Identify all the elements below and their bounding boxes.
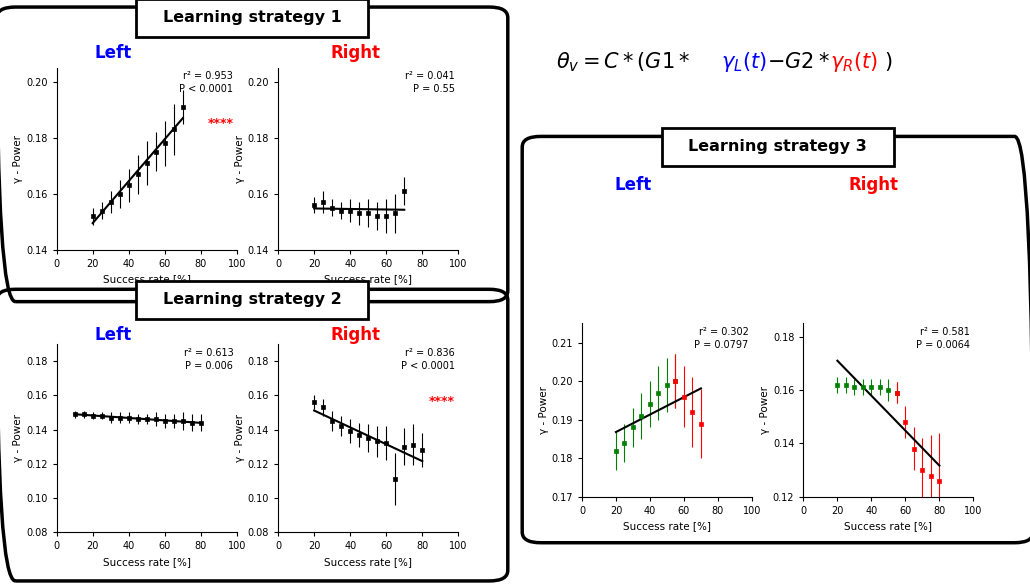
Y-axis label: γ - Power: γ - Power — [13, 135, 24, 183]
Text: $\gamma_L(t)$: $\gamma_L(t)$ — [721, 50, 766, 74]
Text: r² = 0.041
P = 0.55: r² = 0.041 P = 0.55 — [405, 71, 455, 95]
X-axis label: Success rate [%]: Success rate [%] — [845, 522, 932, 532]
Text: r² = 0.302
P = 0.0797: r² = 0.302 P = 0.0797 — [694, 327, 749, 350]
Text: r² = 0.836
P < 0.0001: r² = 0.836 P < 0.0001 — [401, 348, 455, 371]
X-axis label: Success rate [%]: Success rate [%] — [324, 275, 412, 285]
Text: $\theta_v = C * (G1 *$: $\theta_v = C * (G1 *$ — [556, 50, 690, 74]
Text: Right: Right — [331, 326, 380, 344]
Text: Learning strategy 1: Learning strategy 1 — [163, 10, 342, 25]
Text: Right: Right — [331, 44, 380, 62]
Text: $\gamma_R(t)$: $\gamma_R(t)$ — [830, 50, 878, 74]
X-axis label: Success rate [%]: Success rate [%] — [103, 557, 191, 567]
Y-axis label: γ - Power: γ - Power — [539, 386, 549, 434]
Text: Left: Left — [615, 176, 652, 194]
Text: Learning strategy 3: Learning strategy 3 — [688, 139, 867, 155]
Text: $- G2 *$: $- G2 *$ — [767, 52, 830, 72]
Text: Learning strategy 2: Learning strategy 2 — [163, 292, 342, 308]
Text: Left: Left — [95, 326, 132, 344]
X-axis label: Success rate [%]: Success rate [%] — [103, 275, 191, 285]
Text: ****: **** — [428, 395, 455, 408]
Y-axis label: γ - Power: γ - Power — [13, 414, 24, 462]
Text: ****: **** — [207, 117, 233, 130]
X-axis label: Success rate [%]: Success rate [%] — [623, 522, 711, 532]
Text: r² = 0.581
P = 0.0064: r² = 0.581 P = 0.0064 — [916, 327, 970, 350]
Y-axis label: γ - Power: γ - Power — [235, 414, 245, 462]
Text: r² = 0.613
P = 0.006: r² = 0.613 P = 0.006 — [183, 348, 233, 371]
Text: $)$: $)$ — [884, 50, 892, 74]
X-axis label: Success rate [%]: Success rate [%] — [324, 557, 412, 567]
Y-axis label: γ - Power: γ - Power — [760, 386, 770, 434]
Text: r² = 0.953
P < 0.0001: r² = 0.953 P < 0.0001 — [179, 71, 233, 95]
Text: Right: Right — [849, 176, 898, 194]
Y-axis label: γ - Power: γ - Power — [235, 135, 245, 183]
Text: Left: Left — [95, 44, 132, 62]
